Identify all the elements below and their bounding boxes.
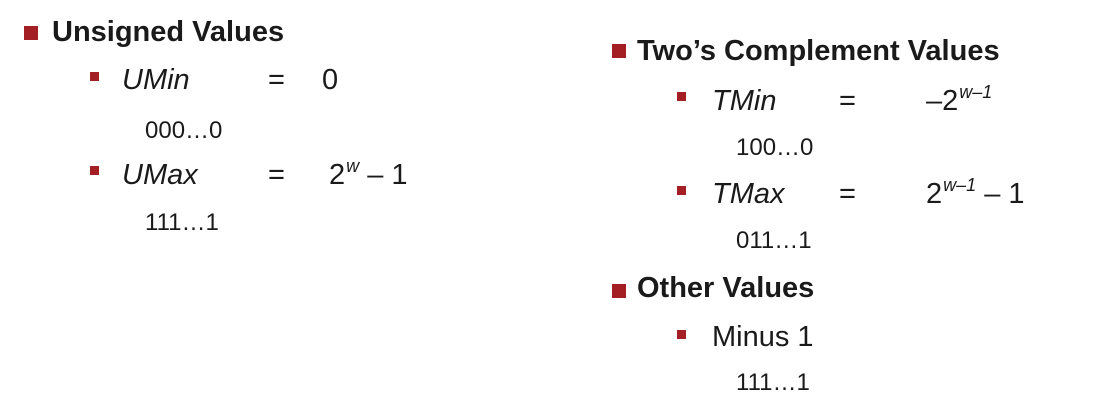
minus1-label: Minus 1 — [712, 321, 814, 353]
item-bullet — [677, 330, 686, 339]
umax-bits: 111…1 — [145, 209, 219, 236]
tmax-exponent: w–1 — [943, 175, 977, 195]
tmin-term: TMin — [712, 85, 777, 117]
umin-value: 0 — [322, 64, 339, 96]
umax-equals: = — [268, 159, 285, 191]
other-heading: Other Values — [637, 272, 815, 304]
twos-heading: Two’s Complement Values — [637, 35, 1000, 67]
item-bullet — [677, 186, 686, 195]
umin-bits: 000…0 — [145, 117, 223, 144]
tmax-base: 2 — [926, 178, 943, 210]
item-bullet — [677, 92, 686, 101]
umin-term: UMin — [122, 64, 190, 96]
umin-equals: = — [268, 64, 285, 96]
unsigned-heading: Unsigned Values — [52, 16, 285, 48]
umax-term: UMax — [122, 159, 198, 191]
section-bullet — [612, 284, 626, 298]
umax-exponent: w — [346, 156, 360, 176]
tmin-base: –2 — [926, 85, 959, 117]
item-bullet — [90, 72, 99, 81]
umax-tail: – 1 — [359, 159, 408, 191]
umax-value: 2w – 1 — [329, 157, 408, 191]
tmax-value: 2w–1 – 1 — [926, 176, 1025, 210]
umax-base: 2 — [329, 159, 346, 191]
tmin-exponent: w–1 — [959, 82, 993, 102]
section-bullet — [612, 44, 626, 58]
tmin-value: –2w–1 — [926, 83, 992, 117]
section-bullet — [24, 26, 38, 40]
item-bullet — [90, 166, 99, 175]
tmax-equals: = — [839, 178, 856, 210]
tmax-bits: 011…1 — [736, 227, 812, 254]
tmax-term: TMax — [712, 178, 785, 210]
tmin-equals: = — [839, 85, 856, 117]
minus1-bits: 111…1 — [736, 369, 810, 396]
tmin-bits: 100…0 — [736, 134, 814, 161]
tmax-tail: – 1 — [976, 178, 1025, 210]
